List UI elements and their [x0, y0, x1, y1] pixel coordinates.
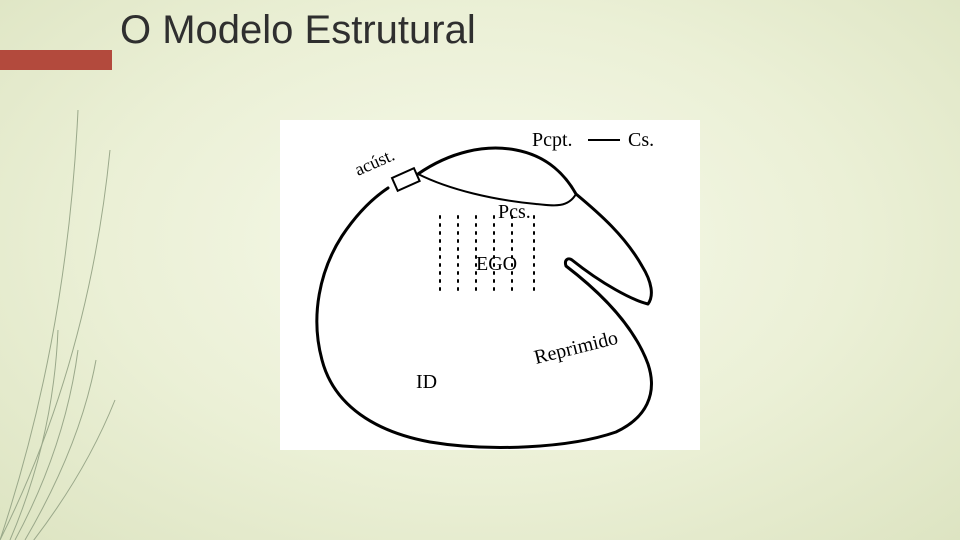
pcs-boundary	[418, 174, 576, 205]
label-pcpt: Pcpt.	[532, 129, 573, 151]
slide-title: O Modelo Estrutural	[120, 8, 476, 53]
label-pcs: Pcs.	[498, 201, 531, 223]
label-cs: Cs.	[628, 129, 654, 151]
title-accent-bar	[0, 50, 112, 70]
label-repr: Reprimido	[532, 327, 620, 369]
label-ego: EGO	[476, 253, 517, 275]
body-outline	[317, 148, 652, 447]
label-id: ID	[416, 371, 437, 393]
diagram-svg: Pcpt. Cs. Pcs. EGO ID acúst. Reprimido	[280, 120, 700, 450]
decor-lines	[0, 0, 200, 540]
slide: O Modelo Estrutural Pcpt. Cs. Pcs. EGO ID acú…	[0, 0, 960, 540]
structural-model-diagram: Pcpt. Cs. Pcs. EGO ID acúst. Reprimido	[280, 120, 700, 450]
acoustic-notch	[392, 168, 420, 191]
label-acust: acúst.	[351, 145, 397, 180]
